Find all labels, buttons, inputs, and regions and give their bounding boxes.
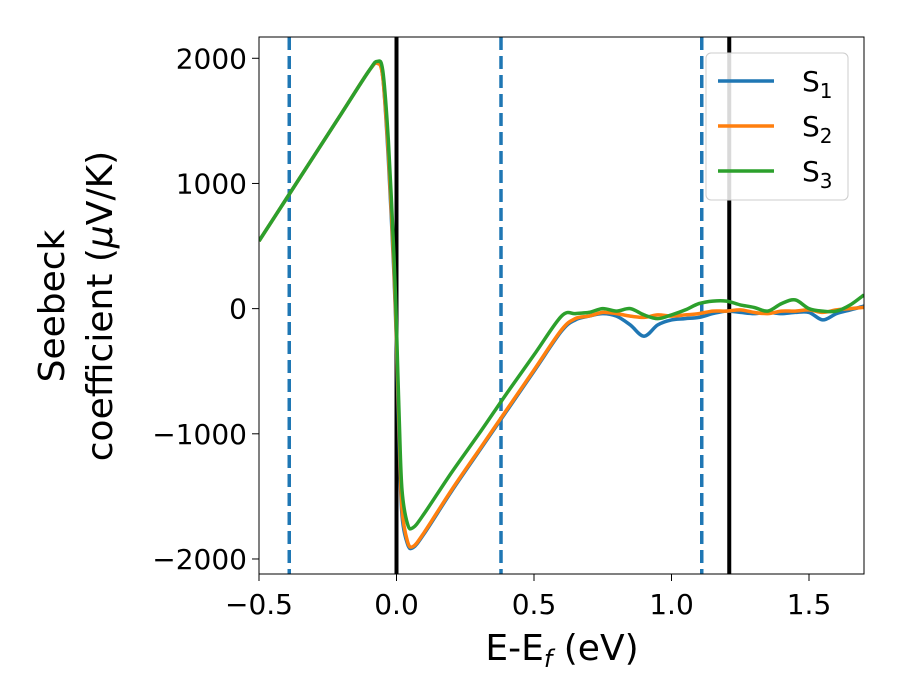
y-tick-label: −1000 xyxy=(152,418,247,451)
x-tick-label: 0.5 xyxy=(512,588,557,621)
x-tick-label: −0.5 xyxy=(225,588,293,621)
x-tick-label: 0.0 xyxy=(374,588,419,621)
series-layer xyxy=(259,59,864,551)
x-tick-label: 1.0 xyxy=(649,588,694,621)
x-axis-ticks: −0.5 0.0 0.5 1.0 1.5 xyxy=(225,574,831,621)
y-axis-ticks: −2000 −1000 0 1000 2000 xyxy=(152,42,259,576)
y-axis-label-line2: coefficient (μV/K) xyxy=(80,151,121,461)
y-tick-label: −2000 xyxy=(152,543,247,576)
legend: S1 S2 S3 xyxy=(705,52,849,201)
legend-box xyxy=(705,52,849,201)
y-tick-label: 0 xyxy=(229,293,247,326)
x-axis-label: E-Ef (eV) xyxy=(485,628,638,673)
y-tick-label: 1000 xyxy=(176,167,247,200)
legend-label-s3: S3 xyxy=(802,155,833,193)
legend-label-s1: S1 xyxy=(802,65,833,103)
y-axis-label-line1: Seebeck xyxy=(32,229,73,382)
legend-label-s2: S2 xyxy=(802,110,833,148)
y-tick-label: 2000 xyxy=(176,42,247,75)
plot-frame xyxy=(258,36,865,575)
series-line-s3 xyxy=(259,59,864,531)
x-tick-label: 1.5 xyxy=(787,588,832,621)
